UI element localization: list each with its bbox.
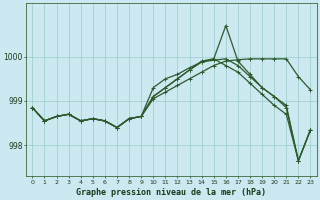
X-axis label: Graphe pression niveau de la mer (hPa): Graphe pression niveau de la mer (hPa) (76, 188, 267, 197)
